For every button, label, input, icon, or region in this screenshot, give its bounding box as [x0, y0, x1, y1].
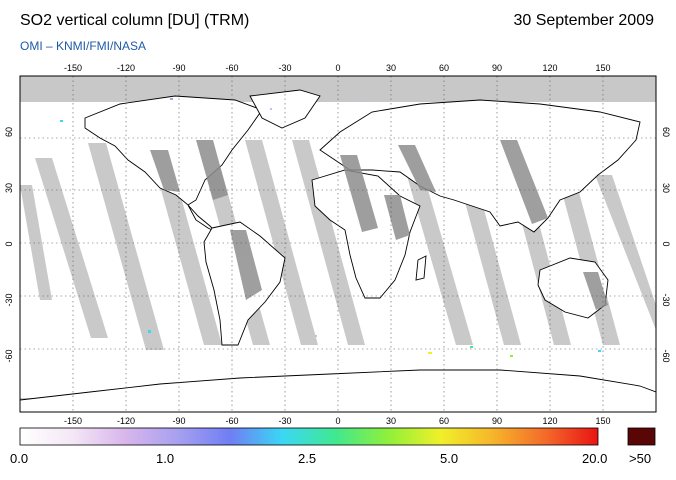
arctic-no-data-band: [20, 76, 656, 102]
lon-tick-bottom: -90: [172, 416, 185, 426]
lon-tick-top: -30: [278, 63, 291, 73]
lon-tick-top: -120: [117, 63, 135, 73]
swath: [35, 158, 108, 338]
lon-tick-top: -150: [64, 63, 82, 73]
latitude-ticks-left: 60 30 0 -30 -60: [4, 127, 14, 363]
swath: [88, 143, 164, 350]
colorbar-label-0: 0.0: [10, 451, 29, 466]
lon-tick-top: -60: [225, 63, 238, 73]
colorbar-overflow-label: >50: [629, 451, 652, 466]
swath-land: [384, 195, 410, 240]
lon-tick-top: 90: [492, 63, 502, 73]
lon-tick-bottom: 60: [439, 416, 449, 426]
colorbar-label-4: 20.0: [582, 451, 608, 466]
lon-tick-top: 0: [335, 63, 340, 73]
madagascar: [415, 255, 427, 281]
so2-speckles: [60, 98, 601, 357]
lat-tick-right: -60: [661, 349, 671, 362]
lat-tick-left: 0: [4, 241, 14, 246]
map-title: SO2 vertical column [DU] (TRM): [20, 12, 250, 29]
swath: [245, 140, 318, 345]
colorbar-label-2: 2.5: [298, 451, 317, 466]
swath-land: [196, 140, 228, 200]
colorbar-label-3: 5.0: [440, 451, 459, 466]
swath: [292, 140, 365, 345]
lon-tick-bottom: -60: [225, 416, 238, 426]
lon-tick-top: -90: [172, 63, 185, 73]
swath-land: [340, 155, 378, 232]
data-credit: OMI – KNMI/FMI/NASA: [20, 39, 147, 53]
swath: [595, 175, 656, 330]
swath-land: [500, 140, 548, 224]
lon-tick-bottom: 150: [595, 416, 610, 426]
longitude-ticks-bottom: -150 -120 -90 -60 -30 0 30 60 90 120 150: [64, 416, 611, 426]
graticule: [20, 76, 656, 412]
lat-tick-left: 30: [4, 183, 14, 193]
swath-land: [583, 272, 608, 310]
lon-tick-bottom: 0: [335, 416, 340, 426]
north-america: [84, 95, 263, 206]
lon-tick-top: 150: [595, 63, 610, 73]
lat-tick-left: -60: [4, 349, 14, 362]
map-date: 30 September 2009: [513, 12, 654, 29]
orbit-gap-over-land: [150, 140, 608, 310]
lat-tick-left: 60: [4, 127, 14, 137]
lon-tick-bottom: -150: [64, 416, 82, 426]
colorbar-label-1: 1.0: [156, 451, 175, 466]
colorbar: [19, 427, 599, 446]
swath: [398, 145, 473, 345]
lon-tick-top: 60: [439, 63, 449, 73]
swath: [150, 150, 222, 345]
lon-tick-bottom: -30: [278, 416, 291, 426]
swath-land: [230, 230, 262, 300]
map-frame: [19, 75, 657, 413]
swath-land: [150, 150, 180, 192]
lon-tick-top: 120: [542, 63, 557, 73]
lat-tick-right: 60: [661, 127, 671, 137]
lat-tick-right: 30: [661, 183, 671, 193]
longitude-ticks-top: -150 -120 -90 -60 -30 0 30 60 90 120 150: [64, 63, 611, 73]
colorbar-overflow-swatch: [627, 427, 656, 446]
swath-land: [398, 145, 436, 192]
lon-tick-bottom: 30: [386, 416, 396, 426]
lon-tick-bottom: -120: [117, 416, 135, 426]
swath: [20, 185, 52, 300]
lat-tick-right: 0: [661, 241, 671, 246]
latitude-ticks-right: 60 30 0 -30 -60: [661, 127, 671, 363]
lon-tick-bottom: 90: [492, 416, 502, 426]
lon-tick-top: 30: [386, 63, 396, 73]
lon-tick-bottom: 120: [542, 416, 557, 426]
lat-tick-right: -30: [661, 293, 671, 306]
lat-tick-left: -30: [4, 293, 14, 306]
